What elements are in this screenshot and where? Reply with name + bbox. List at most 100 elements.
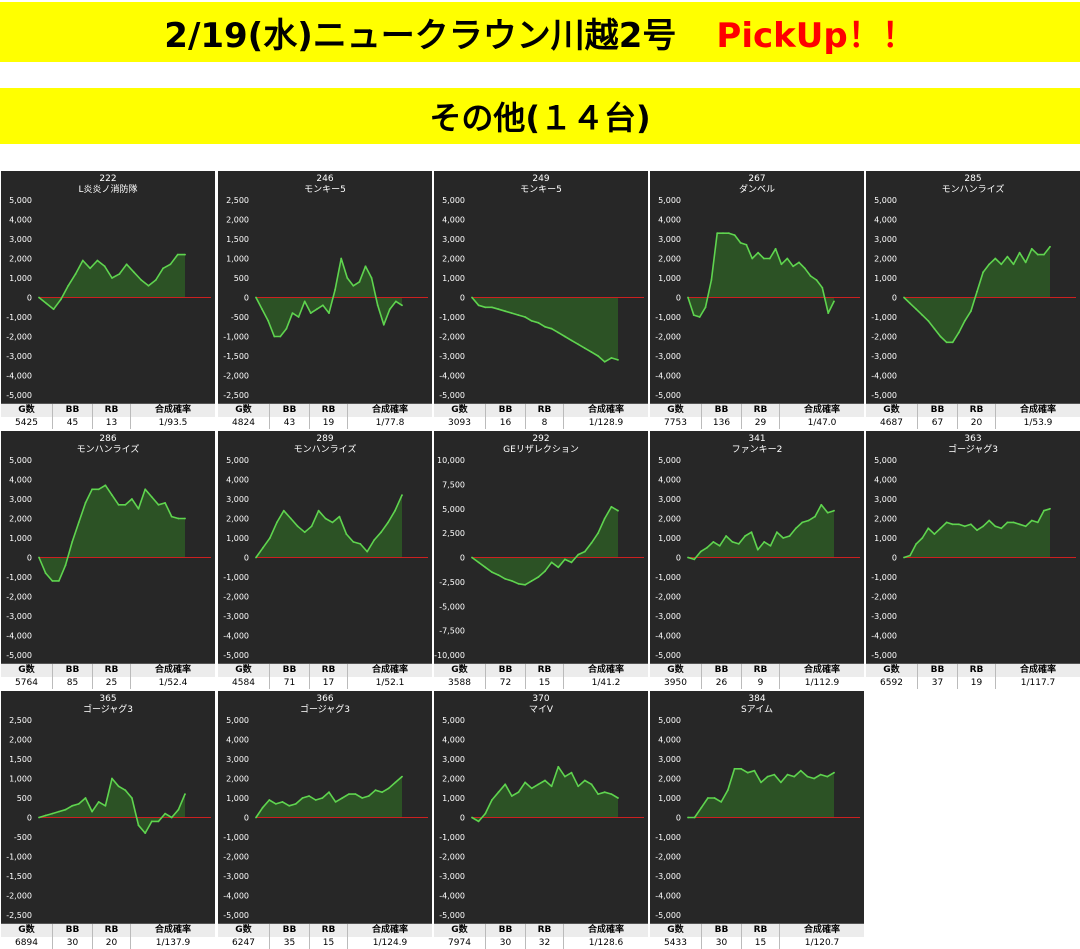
data-point	[833, 509, 835, 512]
data-point	[957, 331, 960, 334]
bb-header: BB	[53, 924, 93, 937]
data-point	[617, 359, 619, 361]
data-point	[524, 316, 526, 318]
machine-name: モンキー5	[520, 185, 562, 195]
data-point	[45, 302, 48, 305]
y-tick-label: -4,000	[655, 892, 681, 901]
data-point	[722, 232, 724, 235]
stats-header-row: G数 BB RB 合成確率	[1, 664, 215, 677]
bb-value: 26	[702, 677, 742, 689]
data-point	[603, 360, 606, 363]
data-point	[801, 521, 804, 524]
data-point	[564, 335, 566, 338]
y-tick-label: -3,000	[871, 612, 897, 621]
chart-panel: 267 ダンベル 5,000 4,000 3,000 2,000 1,000 0 -1,000 -…	[650, 171, 864, 429]
data-point	[504, 310, 507, 313]
data-point	[164, 502, 167, 504]
rate-value: 1/93.5	[158, 418, 188, 428]
stats-table: G数 BB RB 合成確率 4584 71 17 1/52.1	[218, 663, 432, 689]
data-point	[111, 777, 113, 780]
rb-value: 29	[742, 417, 780, 429]
data-point	[564, 775, 566, 778]
area-fill	[256, 495, 402, 558]
machine-number: 267	[748, 174, 766, 184]
data-point	[550, 561, 553, 564]
rb-header: RB	[526, 404, 564, 417]
rb-header: RB	[93, 924, 131, 937]
games-header: G数	[434, 924, 486, 937]
rb-value: 8	[526, 417, 564, 429]
data-point	[510, 312, 513, 314]
chart-svg: 5,000 4,000 3,000 2,000 1,000 0 -1,000 -2,000 -3…	[223, 716, 428, 920]
data-point	[597, 532, 599, 534]
y-tick-label: 5,000	[9, 456, 32, 465]
data-point	[617, 797, 619, 799]
data-point	[71, 804, 74, 807]
y-tick-label: 2,000	[226, 515, 249, 524]
stats-value-row: 4584 71 17 1/52.1	[218, 677, 432, 689]
data-point	[1036, 521, 1039, 524]
data-point	[394, 509, 396, 512]
stats-table: G数 BB RB 合成確率 3093 16 8 1/128.9	[434, 403, 648, 429]
stats-value-row: 6894 30 20 1/137.9	[1, 937, 215, 949]
data-point	[169, 263, 172, 266]
bb-value: 67	[918, 417, 958, 429]
games-header: G数	[650, 664, 702, 677]
y-tick-label: -3,000	[439, 352, 465, 361]
y-tick-label: -5,000	[439, 391, 465, 400]
y-tick-label: -4,000	[223, 892, 249, 901]
data-point	[774, 247, 777, 250]
data-point	[359, 543, 362, 545]
data-point	[826, 511, 829, 514]
stats-header-row: G数 BB RB 合成確率	[434, 404, 648, 417]
rb-value: 20	[93, 937, 131, 949]
data-point	[544, 570, 546, 573]
y-tick-label: -1,000	[439, 833, 465, 842]
stats-value-row: 6592 37 19 1/117.7	[866, 677, 1080, 689]
y-tick-label: -4,000	[223, 632, 249, 641]
data-point	[706, 546, 708, 549]
data-point	[786, 257, 789, 260]
y-tick-label: -1,000	[6, 313, 32, 322]
data-point	[164, 812, 167, 815]
chart-panel: 341 ファンキー2 5,000 4,000 3,000 2,000 1,000 0 -1,00…	[650, 431, 864, 689]
data-point	[348, 793, 350, 795]
data-point	[294, 803, 297, 805]
stats-table: G数 BB RB 合成確率 7974 30 32 1/128.6	[434, 923, 648, 949]
y-tick-label: 4,000	[658, 736, 681, 745]
y-tick-label: -5,000	[223, 911, 249, 920]
data-point	[815, 279, 818, 281]
y-tick-label: 3,000	[442, 235, 465, 244]
data-point	[124, 789, 127, 792]
machine-name: モンキー5	[304, 185, 346, 195]
machine-name: マイV	[528, 705, 554, 715]
data-point	[366, 550, 369, 553]
data-point	[74, 273, 77, 275]
rate-header: 合成確率	[587, 925, 624, 935]
rate-value: 1/112.9	[804, 678, 840, 688]
pickup-label: PickUp！！	[716, 15, 916, 56]
data-point	[157, 820, 160, 823]
data-point	[387, 787, 390, 790]
bb-header: BB	[486, 924, 526, 937]
rate-header: 合成確率	[803, 405, 840, 415]
y-tick-label: -2,000	[655, 333, 681, 342]
y-tick-label: -2,000	[223, 372, 249, 381]
bb-header: BB	[270, 664, 310, 677]
data-point	[117, 503, 120, 506]
data-point	[477, 820, 480, 823]
data-point	[381, 791, 383, 794]
data-point	[537, 576, 540, 578]
y-tick-label: -5,000	[655, 651, 681, 660]
y-tick-label: -5,000	[655, 391, 681, 400]
series-line	[687, 504, 835, 561]
rb-header: RB	[526, 664, 564, 677]
data-point	[322, 304, 324, 307]
machine-name: ゴージャグ3	[82, 705, 134, 715]
rb-value: 15	[742, 937, 780, 949]
y-tick-label: 4,000	[9, 476, 32, 485]
data-point	[744, 535, 746, 537]
data-point	[927, 527, 930, 530]
stats-value-row: 7974 30 32 1/128.6	[434, 937, 648, 949]
data-point	[750, 531, 753, 534]
